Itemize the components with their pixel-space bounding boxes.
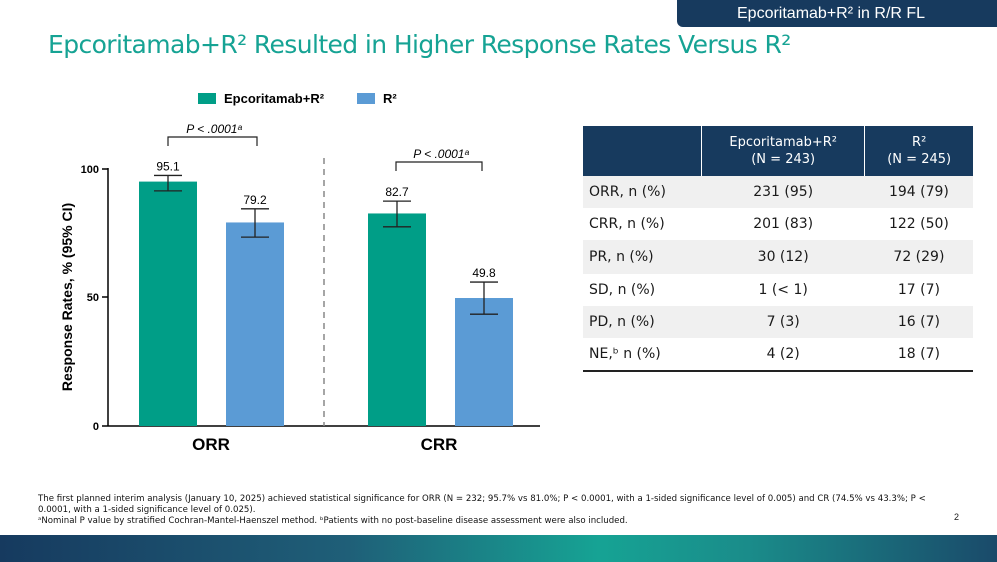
data-label-crr-r2: 49.8	[472, 266, 496, 280]
errorbar-crr-epco	[383, 200, 411, 228]
sig-bracket-crr	[395, 161, 483, 171]
sig-label-orr: P < .0001ᵃ	[186, 122, 242, 136]
sig-label-crr: P < .0001ᵃ	[413, 147, 469, 161]
row-label: PR, n (%)	[583, 240, 702, 274]
response-table: Epcoritamab+R² (N = 243) R² (N = 245) OR…	[583, 126, 973, 372]
bar-crr-epco	[368, 213, 426, 426]
table-row: NE,ᵇ n (%) 4 (2) 18 (7)	[583, 338, 973, 372]
page-number: 2	[953, 512, 959, 522]
errorbar-crr-r2	[470, 281, 498, 315]
data-label-crr-epco: 82.7	[385, 185, 409, 199]
legend-label-epco: Epcoritamab+R²	[224, 91, 325, 106]
row-label: NE,ᵇ n (%)	[583, 338, 702, 372]
x-label-orr: ORR	[192, 435, 230, 454]
cell-r2: 16 (7)	[864, 306, 973, 338]
cell-epco: 231 (95)	[701, 176, 865, 208]
page-title: Epcoritamab+R² Resulted in Higher Respon…	[48, 30, 791, 59]
y-axis-label: Response Rates, % (95% CI)	[59, 203, 75, 391]
footnote-line-1: The first planned interim analysis (Janu…	[38, 494, 926, 515]
row-label: SD, n (%)	[589, 282, 656, 298]
cell-r2: 72 (29)	[864, 240, 973, 274]
table-header-r2: R² (N = 245)	[864, 126, 973, 176]
bar-crr-r2	[455, 298, 513, 426]
cell-epco: 1 (< 1)	[758, 282, 808, 298]
y-tick-label-100: 100	[81, 164, 99, 176]
cell-r2: 122 (50)	[888, 216, 949, 232]
bar-orr-epco	[139, 181, 197, 426]
cell-r2: 18 (7)	[864, 338, 973, 372]
response-rate-chart: Epcoritamab+R² R² 0 50 100 Response Rate…	[59, 91, 540, 454]
x-label-crr: CRR	[421, 435, 458, 454]
y-tick-label-0: 0	[93, 421, 99, 433]
data-label-orr-epco: 95.1	[156, 159, 180, 173]
section-tag: Epcoritamab+R² in R/R FL	[677, 0, 997, 27]
cell-epco: 4 (2)	[701, 338, 865, 372]
row-label: PD, n (%)	[583, 306, 702, 338]
table-row: ORR, n (%) 231 (95) 194 (79)	[583, 176, 973, 208]
y-tick-label-50: 50	[87, 292, 99, 304]
row-label: CRR, n (%)	[589, 216, 665, 232]
cell-epco: 7 (3)	[701, 306, 865, 338]
data-label-orr-r2: 79.2	[243, 193, 267, 207]
row-label: ORR, n (%)	[583, 176, 702, 208]
table-header-epco: Epcoritamab+R² (N = 243)	[700, 126, 865, 176]
table-row: PD, n (%) 7 (3) 16 (7)	[583, 306, 973, 338]
footnotes: The first planned interim analysis (Janu…	[38, 494, 953, 527]
table-header-blank	[583, 126, 702, 176]
footnote-line-2: ᵃNominal P value by stratified Cochran-M…	[38, 516, 628, 526]
table-row: PR, n (%) 30 (12) 72 (29)	[583, 240, 973, 274]
table-row: SD, n (%) 1 (< 1) 17 (7)	[583, 274, 973, 306]
legend-swatch-r2	[357, 93, 375, 104]
cell-r2: 194 (79)	[864, 176, 973, 208]
cell-r2: 17 (7)	[897, 282, 940, 298]
table-row: CRR, n (%) 201 (83) 122 (50)	[583, 208, 973, 240]
footer-band	[0, 535, 997, 562]
cell-epco: 30 (12)	[701, 240, 865, 274]
errorbar-orr-epco	[154, 174, 182, 192]
errorbar-orr-r2	[241, 208, 269, 238]
cell-epco: 201 (83)	[753, 216, 814, 232]
legend-label-r2: R²	[383, 91, 397, 106]
legend-swatch-epco	[198, 93, 216, 104]
bar-orr-r2	[226, 222, 284, 426]
sig-bracket-orr	[167, 136, 258, 146]
